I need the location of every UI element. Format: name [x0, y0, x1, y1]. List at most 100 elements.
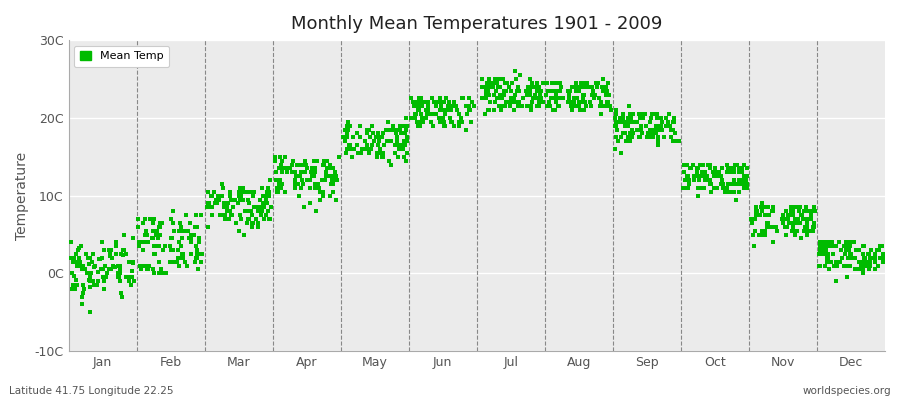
Point: [576, 84, 590, 90]
Point: [806, 220, 821, 226]
Point: [552, 103, 566, 110]
Point: [599, 88, 614, 94]
Point: [490, 88, 504, 94]
Point: [719, 169, 733, 176]
Point: [109, 239, 123, 246]
Point: [502, 103, 517, 110]
Point: [474, 95, 489, 102]
Point: [67, 255, 81, 261]
Point: [320, 173, 335, 179]
Point: [690, 173, 705, 179]
Point: [406, 115, 420, 121]
Point: [84, 270, 98, 276]
Point: [336, 134, 350, 140]
Point: [397, 122, 411, 129]
Point: [178, 258, 193, 265]
Point: [491, 84, 506, 90]
Point: [662, 118, 676, 125]
Point: [155, 270, 169, 276]
Point: [96, 274, 111, 280]
Point: [202, 200, 216, 207]
Point: [156, 247, 170, 253]
Point: [316, 192, 330, 199]
Point: [508, 99, 523, 106]
Point: [693, 161, 707, 168]
Point: [123, 258, 138, 265]
Point: [399, 126, 413, 133]
Point: [207, 188, 221, 195]
Point: [706, 169, 720, 176]
Point: [326, 188, 340, 195]
Point: [274, 181, 289, 187]
Point: [316, 161, 330, 168]
Point: [725, 169, 740, 176]
Text: Latitude 41.75 Longitude 22.25: Latitude 41.75 Longitude 22.25: [9, 386, 174, 396]
Point: [148, 251, 162, 257]
Point: [412, 118, 427, 125]
Point: [428, 111, 443, 117]
Point: [419, 111, 434, 117]
Point: [201, 224, 215, 230]
Point: [274, 169, 289, 176]
Point: [392, 146, 406, 152]
Point: [806, 228, 821, 234]
Point: [475, 76, 490, 82]
Point: [112, 274, 127, 280]
Point: [112, 278, 127, 284]
Point: [454, 118, 468, 125]
Point: [633, 134, 647, 140]
Point: [648, 126, 662, 133]
Point: [404, 115, 419, 121]
Point: [553, 80, 567, 86]
Point: [452, 111, 466, 117]
Point: [812, 251, 826, 257]
Point: [643, 126, 657, 133]
Point: [524, 103, 538, 110]
Point: [483, 80, 498, 86]
Point: [841, 243, 855, 249]
Point: [79, 270, 94, 276]
Point: [651, 122, 665, 129]
Point: [610, 138, 625, 144]
Point: [653, 115, 668, 121]
Point: [462, 95, 476, 102]
Point: [131, 224, 146, 230]
Point: [696, 173, 710, 179]
Point: [309, 208, 323, 214]
Point: [305, 173, 320, 179]
Point: [750, 208, 764, 214]
Point: [104, 266, 118, 273]
Point: [799, 220, 814, 226]
Point: [493, 84, 508, 90]
Point: [86, 264, 101, 270]
Point: [727, 169, 742, 176]
Point: [340, 130, 355, 137]
Point: [483, 99, 498, 106]
Point: [858, 255, 872, 261]
Point: [188, 224, 202, 230]
Point: [262, 192, 276, 199]
Point: [594, 111, 608, 117]
Point: [824, 258, 839, 265]
Point: [400, 134, 414, 140]
Point: [65, 255, 79, 261]
Point: [326, 181, 340, 187]
Point: [113, 262, 128, 269]
Point: [460, 111, 474, 117]
Point: [500, 88, 514, 94]
Point: [776, 220, 790, 226]
Point: [150, 235, 165, 242]
Point: [491, 95, 505, 102]
Point: [860, 251, 875, 257]
Point: [151, 258, 166, 265]
Point: [256, 192, 271, 199]
Point: [312, 188, 327, 195]
Point: [860, 251, 875, 257]
Point: [298, 169, 312, 176]
Point: [630, 126, 644, 133]
Point: [816, 247, 831, 253]
Point: [223, 196, 238, 203]
Point: [363, 134, 377, 140]
Point: [328, 196, 343, 203]
Point: [147, 216, 161, 222]
